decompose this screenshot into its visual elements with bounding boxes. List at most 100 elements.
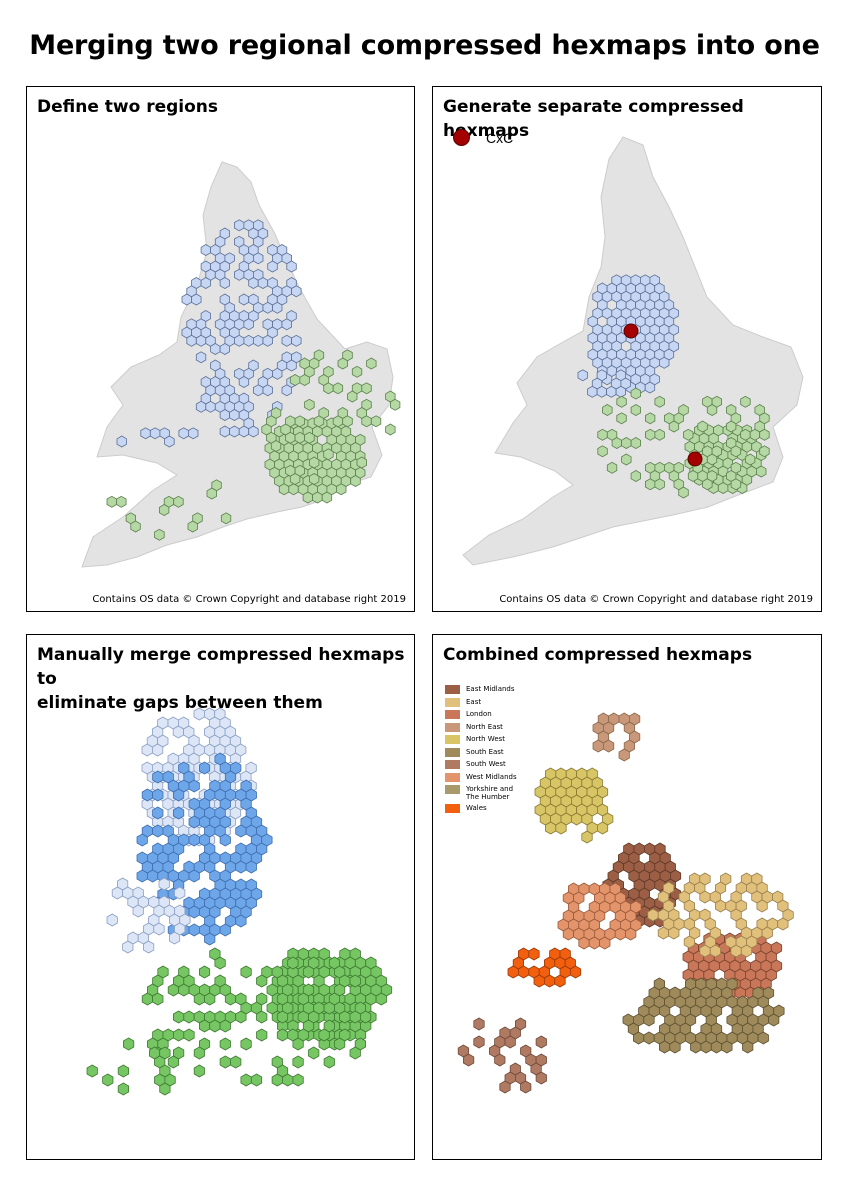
hex-cell — [149, 427, 161, 440]
hex-cell — [657, 926, 670, 940]
cxc-legend-swatch — [453, 129, 470, 146]
copyright-2: Contains OS data © Crown Copyright and d… — [499, 594, 813, 605]
hex-cell — [321, 491, 333, 504]
hex-cell — [706, 404, 718, 416]
hex-cell — [535, 1071, 547, 1085]
panel-3-title-line1: Manually merge compressed hexmaps to — [37, 645, 405, 689]
hex-cell — [630, 470, 642, 482]
hex-cell — [744, 453, 756, 466]
hex-cell — [291, 334, 302, 347]
hex-cell — [219, 409, 231, 421]
hex-cell — [740, 395, 751, 408]
hex-cell — [570, 812, 583, 826]
hex-cell — [198, 965, 211, 979]
hex-cell — [618, 748, 630, 762]
hex-cell — [152, 743, 164, 757]
legend-item: Yorkshire and The Humber — [445, 785, 526, 804]
hex-cell — [204, 932, 216, 946]
hex-cell — [606, 461, 618, 474]
hex-cell — [323, 448, 334, 461]
hex-cell — [276, 1028, 289, 1042]
hex-cell — [230, 1055, 242, 1069]
hex-cell — [178, 983, 190, 997]
hex-cell — [658, 1040, 671, 1054]
panel-manual-merge: Manually merge compressed hexmaps to eli… — [26, 634, 415, 1160]
panel-1-title: Define two regions — [37, 97, 219, 117]
legend-swatch — [445, 804, 460, 813]
hex-cell — [152, 770, 164, 784]
hex-cell — [281, 334, 293, 347]
hex-cell — [183, 1028, 195, 1042]
hex-cell — [632, 1031, 645, 1045]
hex-cell — [699, 944, 711, 958]
hex-cell — [611, 437, 623, 449]
hex-cell — [337, 357, 348, 370]
hex-cell — [219, 425, 231, 438]
hex-cell — [267, 260, 278, 273]
hex-cell — [152, 788, 164, 802]
hex-cell — [304, 431, 315, 444]
hex-cell — [683, 428, 694, 441]
hex-cell — [616, 395, 627, 408]
hex-cell — [545, 821, 557, 835]
hex-cell — [233, 334, 245, 347]
hex-cell — [721, 1040, 733, 1054]
hex-cell — [528, 947, 540, 961]
hex-cell — [209, 1019, 221, 1033]
hex-cell — [606, 385, 617, 398]
hex-cell — [644, 412, 656, 425]
hex-cell — [116, 495, 127, 508]
legend-item: West Midlands — [445, 772, 526, 786]
hex-cell — [174, 886, 186, 900]
hex-cell — [742, 1040, 754, 1054]
hex-cell — [740, 428, 751, 441]
hex-cell — [167, 1055, 180, 1069]
legend-label: South West — [466, 760, 506, 768]
hex-cell — [272, 367, 283, 380]
map-combined — [457, 712, 794, 1094]
hex-cell — [195, 334, 207, 347]
legend-label: North West — [466, 735, 506, 743]
hex-cell — [499, 1080, 511, 1094]
hex-cell — [710, 1040, 723, 1054]
hex-cell — [252, 384, 264, 397]
hex-cell — [335, 483, 347, 496]
hex-cell — [276, 1010, 289, 1024]
hex-cell — [668, 420, 680, 433]
hex-cell — [281, 318, 293, 331]
hex-cell — [761, 926, 773, 940]
hex-cell — [643, 1031, 655, 1045]
hex-cell — [117, 1064, 129, 1078]
hex-cell — [725, 420, 737, 433]
hex-cell — [219, 833, 231, 847]
hex-cell — [285, 431, 296, 444]
hex-cell — [271, 1073, 283, 1087]
hex-cell — [621, 453, 632, 466]
hex-cell — [473, 1035, 485, 1049]
legend-label: East Midlands — [466, 685, 515, 693]
hex-cell — [136, 833, 148, 847]
legend-label: Wales — [466, 804, 487, 812]
hex-cell — [198, 1019, 211, 1033]
hex-cell — [235, 914, 247, 928]
hex-cell — [578, 936, 590, 950]
hex-cell — [351, 365, 363, 378]
hex-cell — [587, 385, 598, 398]
hex-cell — [256, 974, 268, 988]
hex-cell — [106, 495, 117, 508]
hex-cell — [592, 739, 604, 753]
hex-cell — [678, 486, 689, 499]
hex-cell — [240, 1073, 252, 1087]
hex-cell — [706, 453, 718, 466]
hex-cell — [507, 965, 519, 979]
hex-cell — [332, 415, 344, 428]
hex-cell — [597, 428, 608, 441]
hex-cell — [654, 428, 665, 441]
hex-cell — [181, 293, 192, 306]
hex-cell — [282, 1073, 294, 1087]
legend-label: West Midlands — [466, 772, 517, 781]
hex-cell — [630, 387, 642, 400]
hex-cell — [183, 1010, 195, 1024]
hex-cell — [281, 384, 293, 397]
hex-cell — [581, 830, 593, 844]
